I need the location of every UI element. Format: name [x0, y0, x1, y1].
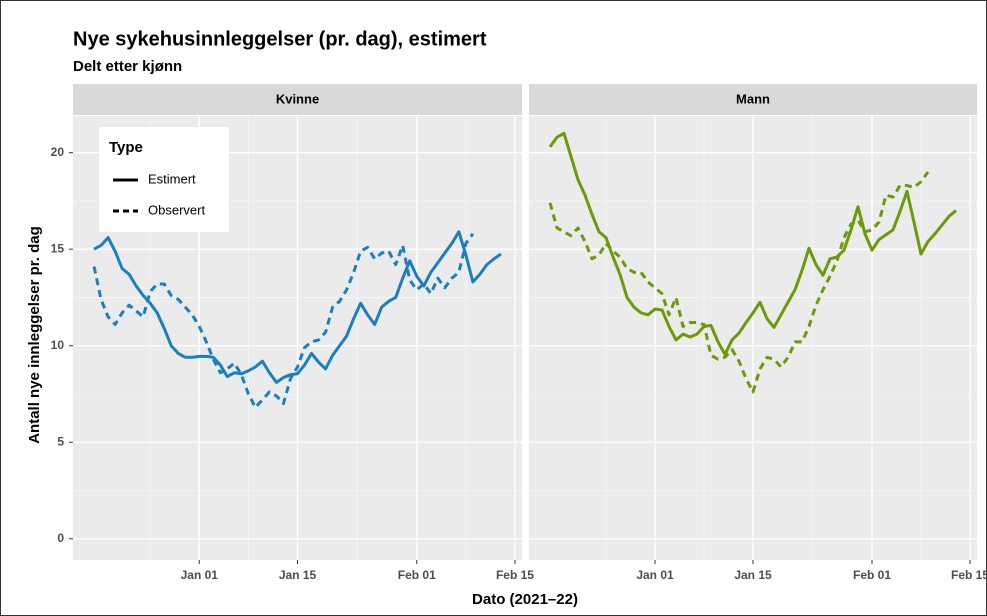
x-tick-label: Feb 15	[951, 568, 987, 582]
x-tick-label: Jan 15	[279, 568, 317, 582]
chart-title: Nye sykehusinnleggelser (pr. dag), estim…	[73, 28, 487, 50]
series-line	[548, 171, 930, 394]
strip-label: Kvinne	[276, 91, 319, 106]
y-tick-label: 0	[57, 531, 64, 545]
chart-subtitle: Delt etter kjønn	[73, 58, 182, 75]
series-line	[92, 232, 475, 409]
y-tick-label: 15	[51, 241, 65, 255]
series-line	[93, 230, 502, 384]
y-axis-label: Antall nye innleggelser pr. dag	[26, 226, 43, 444]
x-tick-label: Jan 01	[636, 568, 674, 582]
x-tick-label: Jan 01	[181, 568, 219, 582]
legend-label: Estimert	[148, 171, 196, 186]
y-tick-label: 5	[57, 434, 64, 448]
x-tick-label: Feb 01	[398, 568, 436, 582]
strip	[73, 84, 522, 115]
y-tick-label: 20	[51, 145, 65, 159]
x-axis-label: Dato (2021–22)	[472, 591, 578, 608]
x-tick-label: Feb 15	[496, 568, 534, 582]
strip-label: Mann	[736, 91, 770, 106]
x-tick-label: Feb 01	[853, 568, 891, 582]
y-tick-label: 10	[51, 338, 65, 352]
series-line	[548, 131, 957, 356]
x-tick-label: Jan 15	[734, 568, 772, 582]
legend-label: Observert	[148, 202, 205, 217]
legend-title: Type	[109, 139, 143, 156]
strip	[529, 84, 977, 115]
